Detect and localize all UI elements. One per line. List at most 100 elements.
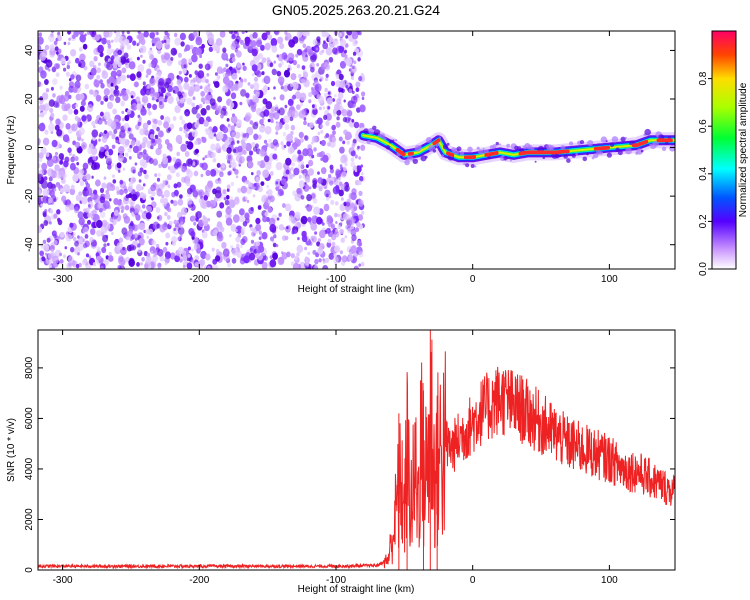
noise-speckle <box>137 32 145 42</box>
noise-speckle <box>311 238 314 242</box>
noise-speckle <box>75 74 82 82</box>
noise-speckle <box>101 37 107 45</box>
noise-speckle <box>219 31 226 38</box>
noise-speckle <box>124 38 130 46</box>
noise-speckle <box>201 200 205 205</box>
noise-speckle <box>193 221 197 226</box>
noise-speckle <box>176 79 182 86</box>
noise-speckle <box>337 213 341 218</box>
noise-speckle <box>186 122 193 130</box>
noise-speckle <box>359 175 364 182</box>
noise-speckle <box>270 236 274 242</box>
snr-ytick-label-2: 4000 <box>24 457 35 480</box>
noise-speckle <box>143 210 147 214</box>
noise-speckle <box>148 157 154 164</box>
noise-speckle <box>251 73 255 77</box>
noise-speckle <box>99 187 105 193</box>
noise-speckle <box>52 255 59 264</box>
noise-speckle <box>128 182 133 188</box>
noise-speckle <box>284 235 289 241</box>
noise-speckle <box>122 246 125 251</box>
noise-speckle <box>273 234 277 239</box>
noise-speckle <box>245 112 252 121</box>
noise-speckle <box>305 164 309 169</box>
noise-speckle <box>216 222 223 231</box>
noise-speckle <box>307 251 311 256</box>
ridge-speckle <box>424 155 428 159</box>
noise-speckle <box>185 133 189 138</box>
noise-speckle <box>317 171 320 175</box>
noise-speckle <box>325 120 330 127</box>
noise-speckle <box>143 250 148 257</box>
noise-speckle <box>260 147 267 157</box>
noise-speckle <box>247 181 252 188</box>
noise-speckle <box>233 197 240 205</box>
noise-speckle <box>289 116 294 122</box>
noise-speckle <box>119 35 123 40</box>
noise-speckle <box>38 162 41 169</box>
noise-speckle <box>49 221 52 225</box>
noise-speckle <box>255 39 263 48</box>
noise-speckle <box>298 73 302 79</box>
noise-speckle <box>183 64 187 69</box>
noise-speckle <box>273 60 277 64</box>
noise-speckle <box>275 162 283 171</box>
noise-speckle <box>175 134 183 144</box>
noise-speckle <box>208 46 214 52</box>
noise-speckle <box>343 166 347 172</box>
noise-speckle <box>145 74 149 78</box>
noise-speckle <box>249 252 256 261</box>
noise-speckle <box>336 116 340 121</box>
noise-speckle <box>124 152 129 157</box>
noise-speckle <box>101 246 107 254</box>
ridge-speckle <box>549 145 555 151</box>
noise-speckle <box>322 42 329 50</box>
noise-speckle <box>170 199 174 204</box>
noise-speckle <box>344 162 348 166</box>
noise-speckle <box>230 245 234 250</box>
noise-speckle <box>177 91 182 97</box>
noise-speckle <box>267 34 273 41</box>
noise-speckle <box>345 131 352 141</box>
noise-speckle <box>59 252 63 257</box>
noise-speckle <box>217 233 224 242</box>
noise-speckle <box>243 255 250 264</box>
noise-speckle <box>152 123 158 130</box>
noise-speckle <box>218 179 222 184</box>
noise-speckle <box>78 127 85 136</box>
noise-speckle <box>316 94 321 100</box>
noise-speckle <box>279 43 285 50</box>
colorbar-tick-label-2: 0.4 <box>698 166 709 180</box>
noise-speckle <box>211 264 219 269</box>
ridge-speckle <box>487 155 491 159</box>
noise-speckle <box>62 254 67 259</box>
noise-speckle <box>181 58 187 66</box>
noise-speckle <box>275 181 279 185</box>
noise-speckle <box>92 262 97 267</box>
noise-speckle <box>227 206 230 210</box>
noise-speckle <box>95 179 101 187</box>
noise-speckle <box>250 40 257 48</box>
noise-speckle <box>256 70 262 78</box>
noise-speckle <box>196 153 200 157</box>
noise-speckle <box>79 93 85 100</box>
ridge-speckle <box>586 152 589 156</box>
noise-speckle <box>53 230 57 235</box>
noise-speckle <box>48 264 52 268</box>
noise-speckle <box>240 238 246 246</box>
noise-speckle <box>79 105 85 112</box>
noise-speckle <box>268 217 276 226</box>
noise-speckle <box>216 162 221 168</box>
noise-speckle <box>73 109 79 115</box>
noise-speckle <box>95 94 102 102</box>
noise-speckle <box>172 90 176 94</box>
noise-speckle <box>168 220 173 226</box>
noise-speckle <box>124 205 130 211</box>
noise-speckle <box>84 234 89 239</box>
noise-speckle <box>258 230 262 235</box>
noise-speckle <box>230 92 237 100</box>
noise-speckle <box>167 95 174 104</box>
noise-speckle <box>139 167 144 173</box>
noise-speckle <box>342 140 346 145</box>
